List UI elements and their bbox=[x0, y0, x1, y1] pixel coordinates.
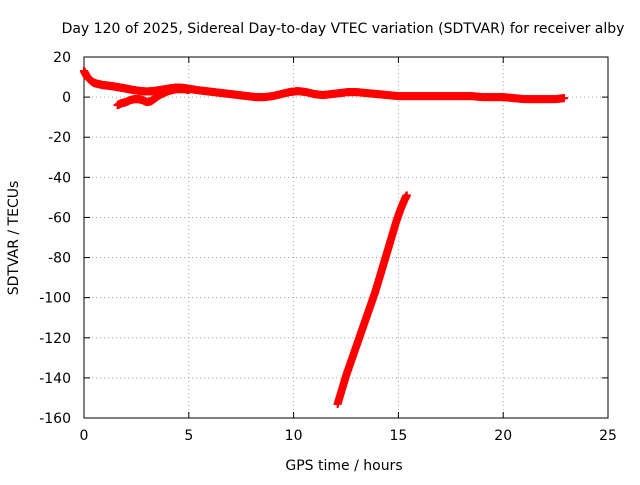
y-tick-label: -40 bbox=[48, 170, 71, 186]
y-tick-label: -80 bbox=[48, 251, 71, 267]
y-tick-label: -120 bbox=[39, 331, 71, 347]
data-point bbox=[559, 94, 568, 103]
plot-frame bbox=[83, 56, 609, 419]
y-tick-label: -140 bbox=[39, 371, 71, 387]
y-axis-label: SDTVAR / TECUs bbox=[6, 181, 22, 296]
y-tick-label: 0 bbox=[62, 90, 71, 106]
x-tick-label: 20 bbox=[494, 428, 512, 444]
y-tick-label: -100 bbox=[39, 291, 71, 307]
x-tick-label: 10 bbox=[285, 428, 303, 444]
data-series bbox=[80, 67, 568, 408]
y-tick-label: -60 bbox=[48, 210, 71, 226]
data-point bbox=[402, 191, 411, 200]
y-tick-label: -160 bbox=[39, 411, 71, 427]
x-axis-label: GPS time / hours bbox=[285, 458, 402, 474]
y-tick-label: -20 bbox=[48, 130, 71, 146]
x-tick-label: 5 bbox=[184, 428, 193, 444]
y-tick-label: 20 bbox=[53, 50, 71, 66]
data-point bbox=[184, 86, 193, 95]
axis-ticks: 0 5 10 15 20 25 -160 -140 -120 -100 -80 -60 -40 -20 0 2… bbox=[39, 50, 617, 444]
chart-title: Day 120 of 2025, Sidereal Day-to-day VTE… bbox=[62, 21, 625, 37]
x-tick-label: 0 bbox=[80, 428, 89, 444]
x-tick-label: 15 bbox=[389, 428, 407, 444]
x-tick-label: 25 bbox=[599, 428, 617, 444]
